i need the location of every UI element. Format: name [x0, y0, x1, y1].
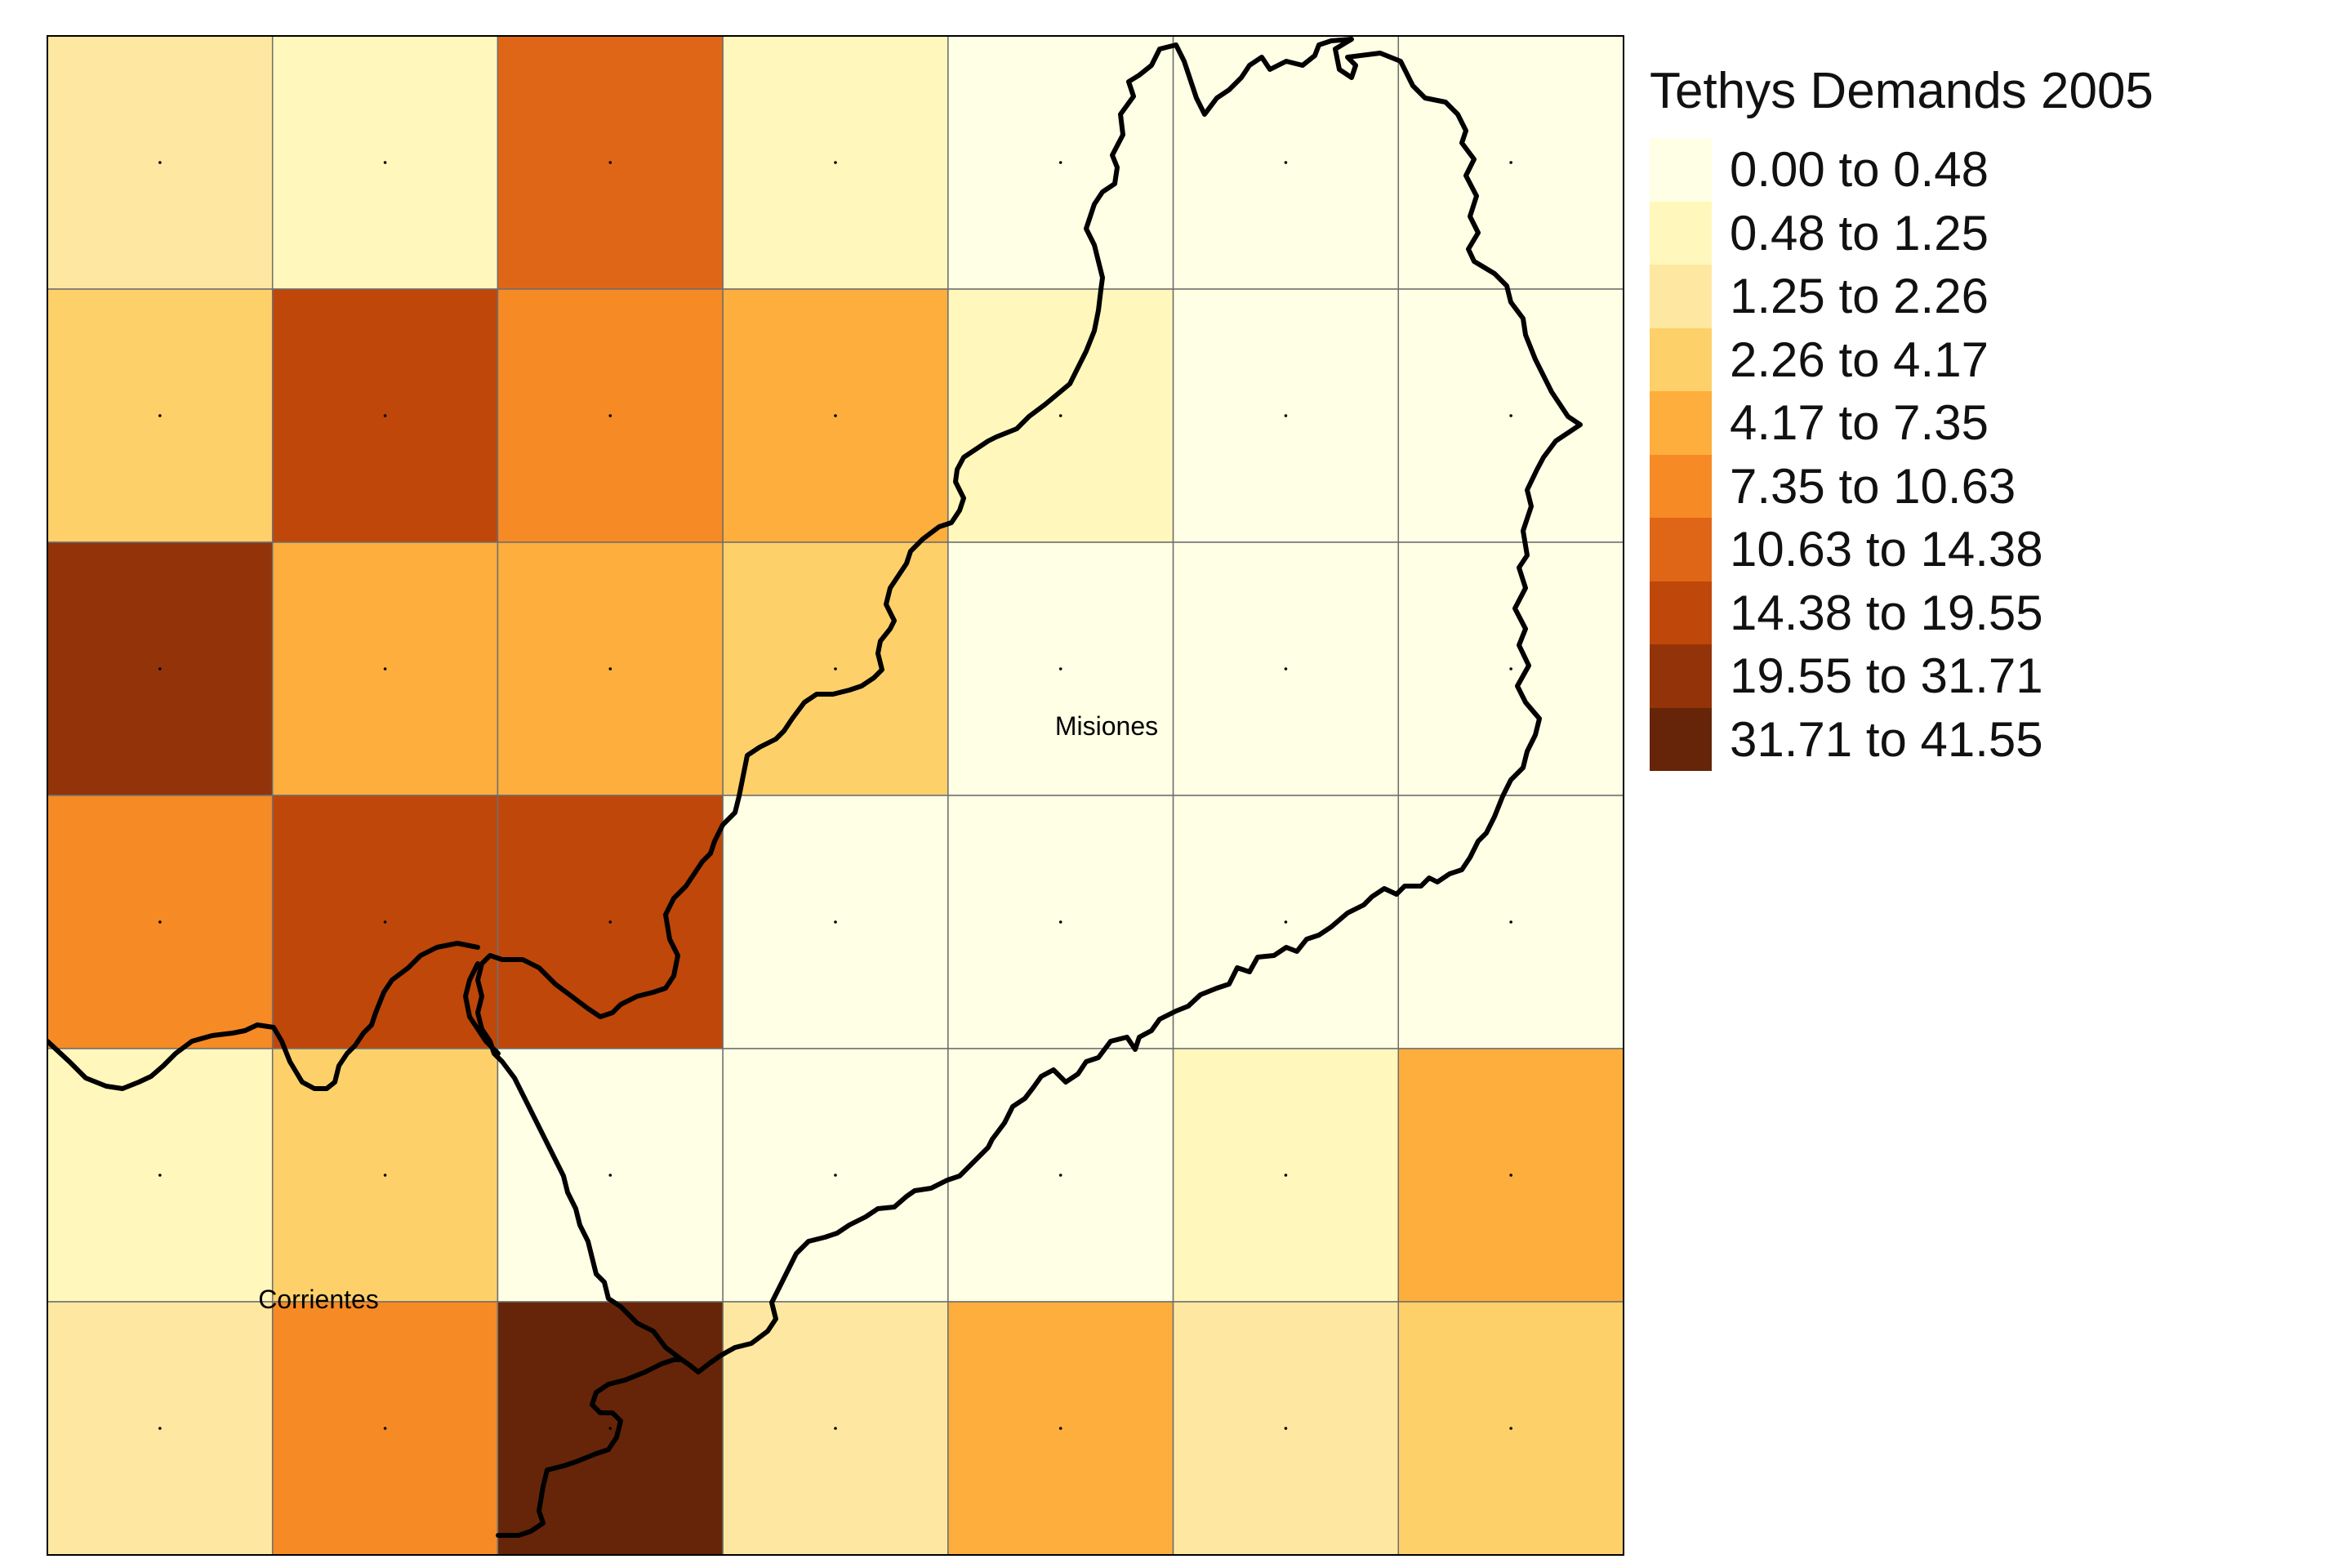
- legend-items: 0.00 to 0.48 0.48 to 1.25 1.25 to 2.26 2.26…: [1650, 138, 2154, 771]
- cell-centroids: [158, 161, 1512, 1430]
- grid-cells: [47, 36, 1624, 1555]
- cell-centroid-dot: [383, 414, 387, 417]
- corrientes-south-border: [496, 1357, 684, 1538]
- cell-centroid-dot: [1509, 161, 1512, 164]
- cell-centroid-dot: [1058, 1427, 1062, 1430]
- cell-centroid-dot: [608, 920, 612, 924]
- legend-title: Tethys Demands 2005: [1650, 63, 2154, 119]
- cell-centroid-dot: [383, 920, 387, 924]
- cell-centroid-dot: [608, 1174, 612, 1177]
- legend-label: 14.38 to 19.55: [1730, 585, 2043, 640]
- cell-centroid-dot: [1284, 1427, 1288, 1430]
- cell-centroid-dot: [1509, 414, 1512, 417]
- cell-centroid-dot: [158, 1174, 162, 1177]
- legend-label: 0.00 to 0.48: [1730, 142, 1989, 198]
- legend-swatch: [1650, 644, 1712, 708]
- legend-label: 7.35 to 10.63: [1730, 458, 2016, 514]
- legend-label: 4.17 to 7.35: [1730, 395, 1989, 451]
- legend-swatch: [1650, 265, 1712, 328]
- legend-swatch: [1650, 201, 1712, 265]
- cell-centroid-dot: [834, 1174, 837, 1177]
- cell-centroid-dot: [608, 1427, 612, 1430]
- misiones-corrientes-southwest-border: [463, 961, 501, 1056]
- legend-swatch: [1650, 518, 1712, 581]
- legend-swatch: [1650, 581, 1712, 644]
- cell-centroid-dot: [1509, 1427, 1512, 1430]
- legend-item: 4.17 to 7.35: [1650, 391, 2154, 455]
- cell-centroid-dot: [1284, 1174, 1288, 1177]
- cell-centroid-dot: [158, 667, 162, 670]
- map-frame: [47, 35, 1624, 1556]
- cell-centroid-dot: [1284, 920, 1288, 924]
- corrientes-border: [47, 941, 480, 1091]
- cell-centroid-dot: [158, 161, 162, 164]
- cell-centroid-dot: [1058, 1174, 1062, 1177]
- cell-centroid-dot: [383, 1427, 387, 1430]
- legend-item: 31.71 to 41.55: [1650, 707, 2154, 771]
- province-borders: [47, 37, 1583, 1538]
- legend-swatch: [1650, 327, 1712, 391]
- cell-centroid-dot: [834, 414, 837, 417]
- legend-label: 2.26 to 4.17: [1730, 332, 1989, 387]
- cell-centroid-dot: [1509, 667, 1512, 670]
- legend-label: 19.55 to 31.71: [1730, 648, 2043, 704]
- legend-label: 10.63 to 14.38: [1730, 522, 2043, 577]
- place-label-misiones: Misiones: [1055, 711, 1158, 741]
- cell-centroid-dot: [608, 414, 612, 417]
- legend-swatch: [1650, 707, 1712, 771]
- legend-item: 7.35 to 10.63: [1650, 454, 2154, 518]
- cell-centroid-dot: [383, 667, 387, 670]
- legend-label: 31.71 to 41.55: [1730, 711, 2043, 767]
- cell-centroid-dot: [1509, 920, 1512, 924]
- cell-centroid-dot: [1509, 1174, 1512, 1177]
- legend-swatch: [1650, 391, 1712, 455]
- cell-centroid-dot: [1058, 667, 1062, 670]
- legend-item: 10.63 to 14.38: [1650, 518, 2154, 581]
- legend-swatch: [1650, 454, 1712, 518]
- cell-centroid-dot: [834, 920, 837, 924]
- cell-centroid-dot: [1284, 414, 1288, 417]
- cell-centroid-dot: [1284, 667, 1288, 670]
- cell-centroid-dot: [608, 161, 612, 164]
- cell-centroid-dot: [158, 920, 162, 924]
- cell-centroid-dot: [1058, 414, 1062, 417]
- legend-item: 0.00 to 0.48: [1650, 138, 2154, 202]
- legend-label: 1.25 to 2.26: [1730, 269, 1989, 324]
- legend-label: 0.48 to 1.25: [1730, 205, 1989, 261]
- legend: Tethys Demands 2005 0.00 to 0.48 0.48 to …: [1650, 62, 2154, 771]
- cell-centroid-dot: [834, 1427, 837, 1430]
- legend-item: 2.26 to 4.17: [1650, 327, 2154, 391]
- cell-centroid-dot: [834, 667, 837, 670]
- cell-centroid-dot: [383, 1174, 387, 1177]
- place-label-corrientes: Corrientes: [258, 1285, 379, 1314]
- legend-item: 0.48 to 1.25: [1650, 201, 2154, 265]
- legend-swatch: [1650, 138, 1712, 202]
- cell-centroid-dot: [1058, 920, 1062, 924]
- legend-item: 19.55 to 31.71: [1650, 644, 2154, 708]
- cell-centroid-dot: [1284, 161, 1288, 164]
- cell-centroid-dot: [834, 161, 837, 164]
- cell-centroid-dot: [1058, 161, 1062, 164]
- misiones-outline: [475, 37, 1583, 1374]
- cell-centroid-dot: [608, 667, 612, 670]
- legend-item: 14.38 to 19.55: [1650, 581, 2154, 644]
- legend-item: 1.25 to 2.26: [1650, 265, 2154, 328]
- cell-centroid-dot: [158, 414, 162, 417]
- cell-centroid-dot: [383, 161, 387, 164]
- cell-centroid-dot: [158, 1427, 162, 1430]
